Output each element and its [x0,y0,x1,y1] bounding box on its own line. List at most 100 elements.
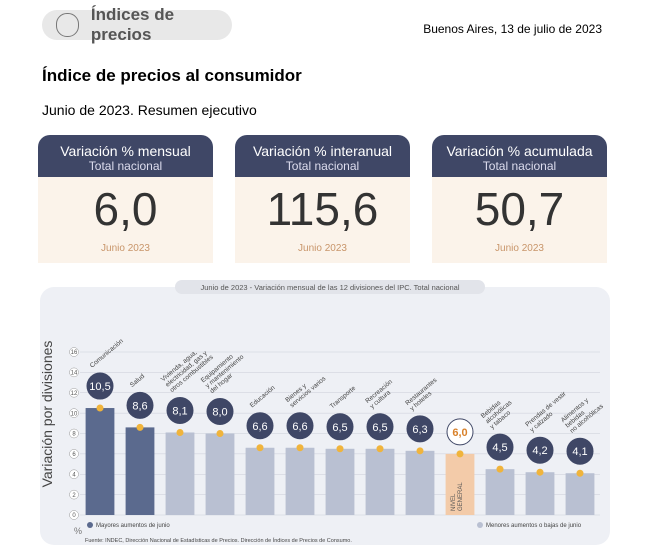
chart-title-bg [175,280,485,294]
badge [486,433,514,461]
bar [565,473,595,515]
y-tick-bg [69,469,79,479]
y-tick-label: 10 [71,411,78,417]
card: Variación % mensual Total nacional 6,0 Juni… [38,135,213,263]
y-tick-bg [69,388,79,398]
card-header: Variación % interanual Total nacional [235,135,410,177]
value-label: 6,5 [332,422,347,434]
badge [166,396,194,424]
card-body: 50,7 Junio 2023 [432,177,607,263]
value-label: 4,5 [492,442,507,454]
bar-dot [536,468,544,476]
legend-swatch [87,522,93,528]
bar-dot [416,447,424,455]
source: Fuente: INDEC, Dirección Nacional de Est… [85,537,352,544]
value-label: 4,2 [532,445,547,457]
value-label: 6,6 [292,421,307,433]
card-body: 115,6 Junio 2023 [235,177,410,263]
legend-label: Menores aumentos o bajas de junio [486,523,582,529]
value-label: 8,1 [172,405,187,417]
y-tick-bg [69,347,79,357]
bar [405,450,435,515]
bar-dot [456,450,464,458]
badge [446,418,474,446]
badge [126,391,154,419]
card-value: 50,7 [474,183,565,235]
badge [86,372,114,400]
y-tick-label: 14 [71,371,78,377]
card-body: 6,0 Junio 2023 [38,177,213,263]
y-tick-label: 6 [72,452,76,458]
chart-title: Junio de 2023 - Variación mensual de las… [200,283,459,292]
chart-panel [40,287,610,545]
card-header: Variación % acumulada Total nacional [432,135,607,177]
bar [165,432,195,515]
bar-dot [296,444,304,452]
y-unit: % [74,526,82,536]
card-period: Junio 2023 [495,243,544,254]
bar-dot [576,469,584,477]
value-label: 6,0 [452,427,467,439]
y-tick-label: 16 [71,350,78,356]
y-tick-bg [69,449,79,459]
card-header: Variación % mensual Total nacional [38,135,213,177]
bar-dot [336,445,344,453]
card-title: Variación % acumulada [446,143,593,159]
bar-dot [176,428,184,436]
y-label: Variación por divisiones [39,341,55,488]
badge [526,436,554,464]
bar [445,453,475,515]
y-tick-bg [69,408,79,418]
value-label: 6,5 [372,422,387,434]
title: Índice de precios al consumidor [42,66,302,85]
bar [365,448,395,515]
bar [125,427,155,515]
card-scope: Total nacional [482,159,557,173]
bar [205,433,235,515]
bar [485,469,515,515]
bar-dot [376,445,384,453]
card-scope: Total nacional [285,159,360,173]
card-period: Junio 2023 [298,243,347,254]
y-tick-label: 0 [72,513,76,519]
value-label: 10,5 [89,381,110,393]
y-tick-label: 4 [72,472,76,478]
card: Variación % interanual Total nacional 115,… [235,135,410,263]
bar [325,448,355,515]
badge [566,437,594,465]
section-pill: Índices de precios [42,5,232,44]
value-label: 6,3 [412,424,427,436]
y-tick-label: 8 [72,432,76,438]
bar [525,472,555,515]
y-tick-bg [69,428,79,439]
bar-dot [216,430,224,437]
bar [245,447,275,515]
badge [206,398,234,425]
bar-dot [256,444,264,452]
badge [286,412,314,440]
badge [246,412,274,440]
legend-swatch [477,522,483,528]
legend-label: Mayores aumentos de junio [96,523,170,529]
y-tick-bg [69,367,79,378]
badge [326,413,354,441]
bar-dot [496,465,504,473]
badge [406,415,434,443]
y-tick-label: 12 [71,391,78,397]
card: Variación % acumulada Total nacional 50,7 J… [432,135,607,263]
category-label: NIVEL GENERAL [451,482,464,511]
card-title: Variación % mensual [60,143,191,159]
section: Índices de precios [90,5,175,44]
bar-dot [96,404,104,412]
subtitle: Junio de 2023. Resumen ejecutivo [42,102,257,118]
bar [85,408,115,515]
y-tick-bg [69,489,79,500]
y-tick-bg [69,510,79,520]
badge [366,413,394,441]
y-tick-label: 2 [72,493,76,499]
card-value: 115,6 [266,183,379,235]
bar [285,447,315,515]
logo [56,13,79,37]
